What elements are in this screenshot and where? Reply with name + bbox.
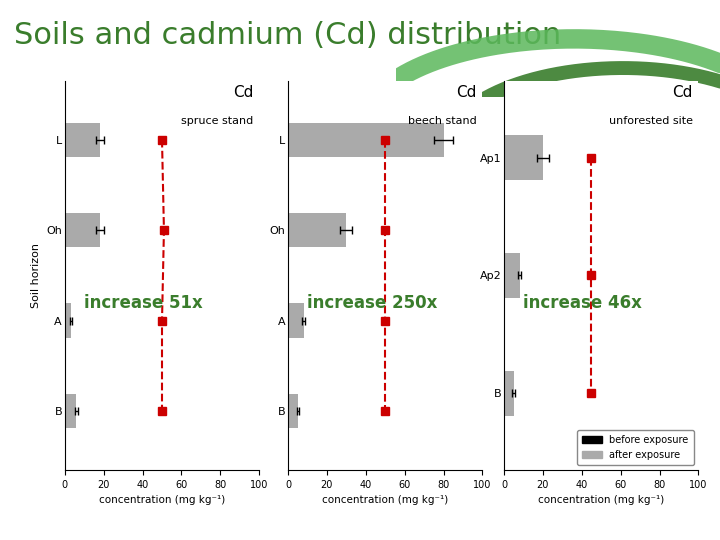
Bar — [288, 394, 298, 428]
Text: increase 250x: increase 250x — [307, 294, 438, 312]
Bar — [288, 303, 304, 338]
Text: Cd: Cd — [672, 85, 693, 100]
Text: beech stand: beech stand — [408, 116, 477, 126]
Legend: before exposure, after exposure: before exposure, after exposure — [577, 430, 693, 465]
X-axis label: concentration (mg kg⁻¹): concentration (mg kg⁻¹) — [538, 495, 665, 505]
Bar — [504, 371, 513, 416]
Y-axis label: Soil horizon: Soil horizon — [30, 243, 40, 308]
Text: increase 46x: increase 46x — [523, 294, 642, 312]
Text: • for a given pH range mostly independent Cd release: • for a given pH range mostly independen… — [14, 503, 609, 523]
Text: unforested site: unforested site — [608, 116, 693, 126]
Text: spruce stand: spruce stand — [181, 116, 253, 126]
Bar — [65, 394, 76, 428]
X-axis label: concentration (mg kg⁻¹): concentration (mg kg⁻¹) — [99, 495, 225, 505]
Bar — [65, 123, 100, 157]
X-axis label: concentration (mg kg⁻¹): concentration (mg kg⁻¹) — [322, 495, 449, 505]
Bar — [504, 135, 543, 180]
Bar — [504, 253, 520, 298]
Text: Soils and cadmium (Cd) distribution: Soils and cadmium (Cd) distribution — [14, 21, 562, 50]
Text: Cd: Cd — [233, 85, 253, 100]
Text: increase 51x: increase 51x — [84, 294, 203, 312]
Text: Cd: Cd — [456, 85, 477, 100]
Bar — [65, 213, 100, 247]
Bar — [65, 303, 71, 338]
Bar — [288, 213, 346, 247]
Bar — [288, 123, 444, 157]
